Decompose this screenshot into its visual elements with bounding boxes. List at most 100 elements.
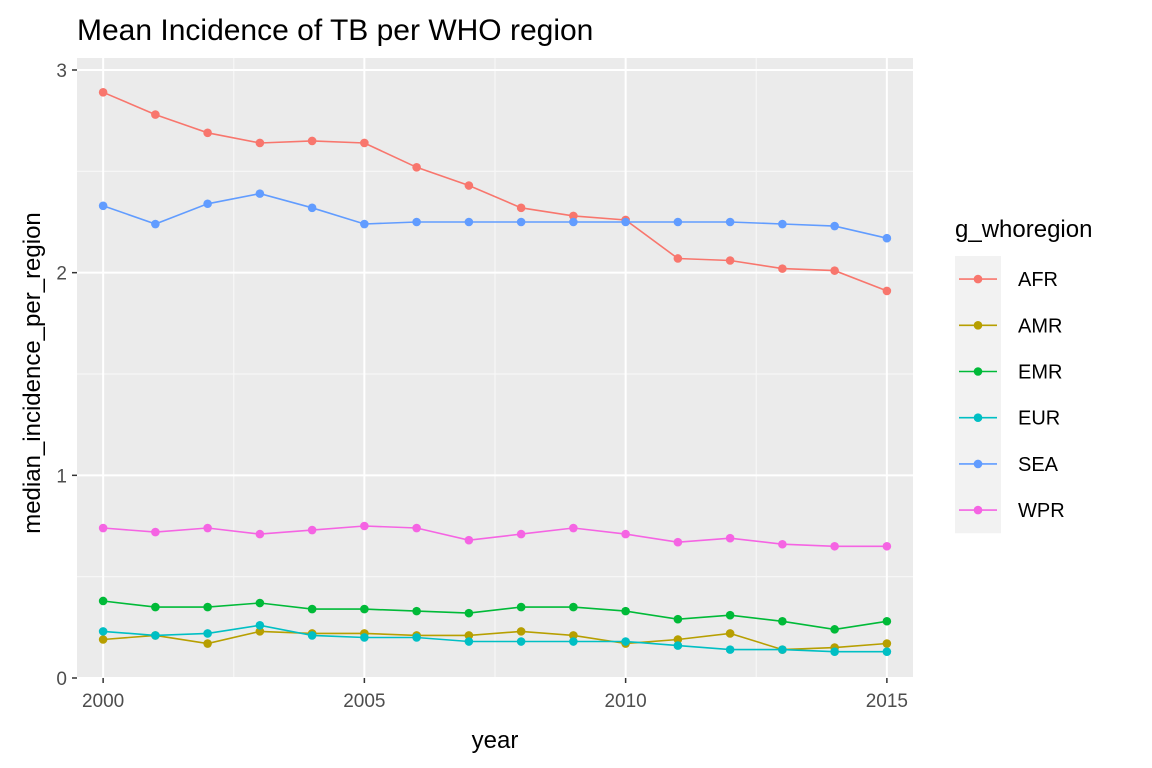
data-point-wpr [569, 523, 578, 533]
data-point-wpr [360, 521, 369, 531]
series-eur [98, 621, 892, 656]
data-point-amr [569, 631, 578, 640]
legend-item-sea: SEA [959, 454, 1059, 476]
data-point-amr [255, 627, 265, 636]
data-point-afr [98, 87, 108, 97]
data-point-afr [778, 264, 787, 273]
data-point-eur [360, 633, 369, 642]
data-point-afr [516, 203, 526, 213]
data-point-wpr [621, 529, 630, 539]
legend-label: AFR [1018, 269, 1058, 291]
data-point-amr [203, 639, 212, 648]
legend-title: g_whoregion [955, 216, 1092, 243]
data-point-amr [673, 635, 683, 644]
data-point-emr [882, 616, 892, 626]
data-point-sea [673, 217, 683, 227]
data-point-afr [203, 128, 212, 138]
data-point-eur [412, 633, 421, 642]
legend: AFR AMR EMR EUR SEA WPR [955, 256, 1065, 534]
data-point-amr [516, 627, 526, 636]
data-point-amr [725, 629, 735, 638]
legend-key-point [973, 413, 983, 423]
series-line-wpr [103, 525, 887, 548]
data-point-sea [464, 217, 474, 227]
data-point-emr [151, 602, 160, 612]
data-point-eur [98, 627, 108, 636]
data-point-wpr [882, 541, 892, 551]
data-point-afr [464, 181, 474, 190]
legend-key-point [973, 321, 983, 330]
data-point-emr [830, 625, 839, 634]
data-point-eur [725, 645, 735, 654]
legend-key-background [955, 256, 1001, 534]
data-point-eur [464, 637, 474, 646]
x-tick-label: 2000 [82, 691, 124, 712]
legend-key-point [973, 459, 983, 469]
data-point-emr [621, 606, 630, 616]
data-point-sea [151, 219, 160, 229]
data-point-sea [98, 201, 108, 211]
legend-item-emr: EMR [959, 362, 1062, 384]
data-point-afr [360, 138, 369, 148]
data-point-eur [830, 647, 839, 656]
data-point-sea [569, 217, 578, 227]
data-point-eur [882, 647, 892, 656]
data-point-wpr [307, 525, 317, 535]
legend-item-afr: AFR [959, 269, 1058, 291]
data-point-sea [412, 217, 421, 227]
data-point-amr [464, 631, 474, 640]
data-point-afr [673, 254, 683, 263]
data-point-emr [569, 602, 578, 612]
series-wpr [98, 521, 892, 551]
data-point-emr [412, 606, 421, 616]
data-point-emr [307, 604, 317, 614]
data-point-afr [882, 286, 892, 296]
data-point-sea [255, 189, 265, 198]
y-tick-label: 0 [56, 669, 67, 690]
data-point-wpr [203, 523, 212, 533]
data-point-wpr [516, 529, 526, 539]
data-point-afr [830, 266, 839, 275]
data-point-eur [255, 621, 265, 630]
legend-label: SEA [1018, 454, 1059, 476]
x-tick-label: 2005 [343, 691, 385, 712]
legend-item-wpr: WPR [959, 500, 1065, 522]
series-line-emr [103, 600, 888, 631]
data-point-emr [516, 602, 526, 612]
axes-layer: 2000 2005 2010 2015 0 1 2 3 [56, 61, 908, 712]
legend-key-point [973, 505, 983, 515]
data-point-sea [830, 221, 839, 231]
legend-label: EMR [1018, 362, 1062, 384]
data-point-eur [673, 641, 683, 650]
y-tick-label: 2 [56, 264, 67, 285]
series-line-amr [103, 630, 887, 651]
data-point-eur [569, 637, 578, 646]
chart-title: Mean Incidence of TB per WHO region [77, 14, 593, 47]
data-point-sea [621, 217, 630, 227]
data-point-eur [778, 645, 787, 654]
y-tick-label: 3 [56, 61, 67, 82]
data-point-afr [151, 110, 160, 119]
data-point-emr [725, 610, 735, 620]
data-point-emr [778, 616, 787, 626]
data-point-wpr [778, 539, 787, 549]
data-point-sea [360, 219, 369, 229]
data-point-amr [882, 639, 892, 648]
data-point-amr [98, 635, 108, 644]
data-point-sea [778, 219, 787, 229]
data-point-wpr [255, 529, 265, 539]
data-point-wpr [673, 537, 683, 547]
data-point-sea [882, 233, 892, 243]
data-point-sea [307, 203, 317, 213]
data-point-afr [307, 136, 317, 146]
data-point-wpr [412, 523, 421, 533]
data-point-emr [673, 614, 683, 624]
legend-key-point [973, 274, 983, 284]
data-point-wpr [725, 533, 735, 543]
data-point-eur [151, 631, 160, 640]
data-point-eur [516, 637, 526, 646]
data-point-emr [360, 604, 369, 614]
data-point-emr [464, 608, 474, 618]
y-tick-label: 1 [56, 466, 67, 487]
